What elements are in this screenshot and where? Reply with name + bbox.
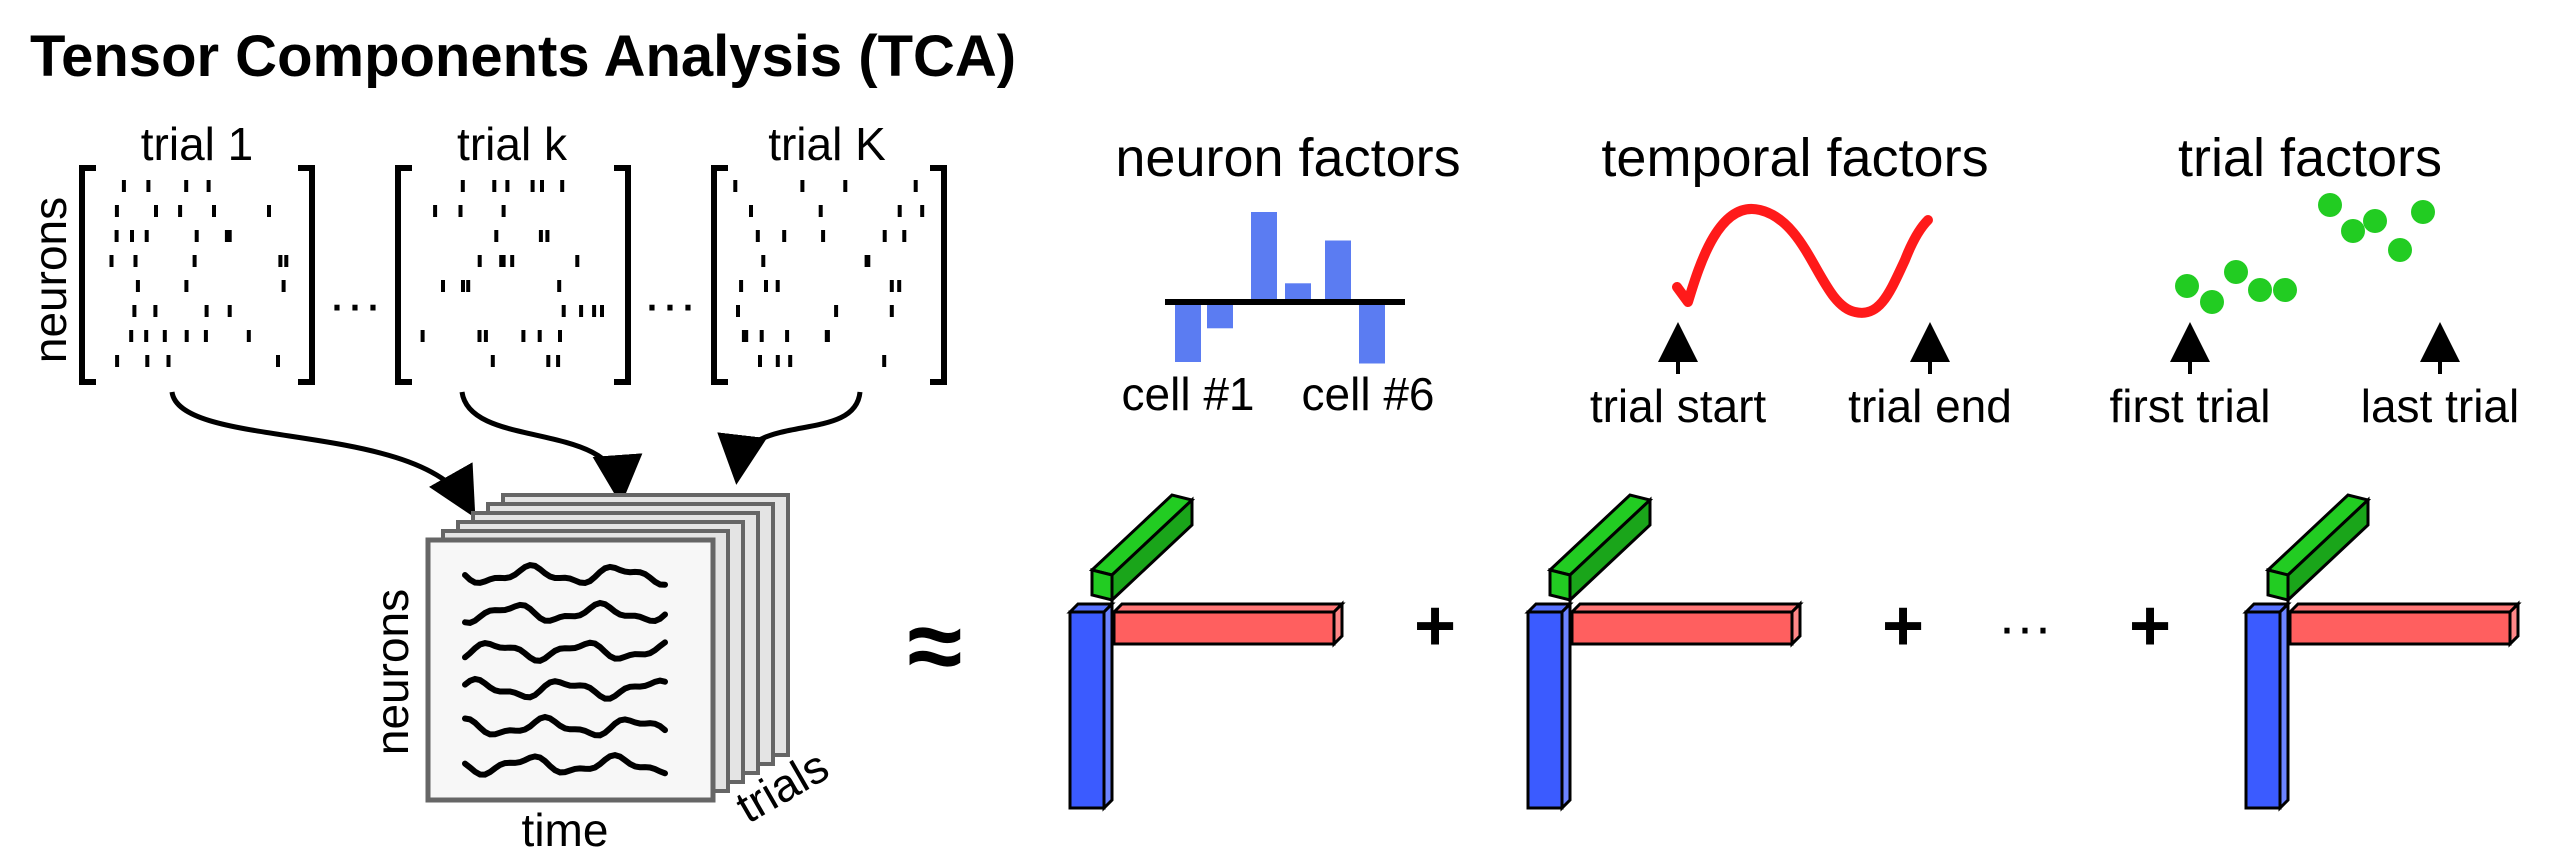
- left-bracket: [711, 165, 728, 385]
- trial-matrix-k: [395, 165, 631, 385]
- trial-factor-dot-4: [2248, 278, 2272, 302]
- neural-trace: [462, 675, 668, 702]
- neuron-factor-bar-front: [1068, 610, 1106, 810]
- neuron-factor-bar: [1524, 600, 1574, 812]
- temporal-factors-title: temporal factors: [1601, 128, 1988, 188]
- tensor-neural-traces: [462, 562, 668, 778]
- left-bracket: [395, 165, 412, 385]
- neuron-factor-bar: [2242, 600, 2292, 812]
- rank-one-component-3: [2242, 493, 2522, 812]
- trial-factor-dot-2: [2200, 290, 2224, 314]
- plus-sign-1: +: [1414, 586, 1456, 666]
- first-trial-label: first trial: [2110, 380, 2271, 432]
- trial-factor-bar-front: [1090, 568, 1114, 602]
- plus-sign-3: +: [2129, 586, 2171, 666]
- arrow-trial-k: [459, 391, 643, 505]
- page-title: Tensor Components Analysis (TCA): [30, 24, 1016, 89]
- trial-factor-bar: [1546, 493, 1654, 604]
- trials-ellipsis-1: ···: [328, 274, 382, 334]
- right-bracket: [298, 165, 315, 385]
- last-trial-label: last trial: [2361, 380, 2519, 432]
- neuron-factor-bar-front: [1526, 610, 1564, 810]
- trial-factor-bar: [1088, 493, 1196, 604]
- neural-trace: [462, 713, 668, 739]
- trial-factor-dot-1: [2175, 274, 2199, 298]
- temporal-factor-bar: [2286, 600, 2522, 648]
- neuron-factor-bar-3: [1251, 212, 1277, 302]
- arrow-trial-K: [717, 391, 863, 485]
- trial-start-label: trial start: [1590, 380, 1767, 432]
- neural-trace: [462, 599, 668, 626]
- trial-factors-panel: trial factors first trial last trial: [2110, 128, 2520, 432]
- right-bracket: [614, 165, 631, 385]
- trial-factor-dot-6: [2318, 193, 2342, 217]
- neuron-factor-bar-6: [1359, 302, 1385, 364]
- temporal-factor-bar-front: [2288, 610, 2512, 646]
- trials-ellipsis-2: ···: [643, 274, 697, 334]
- tensor-time-label: time: [522, 804, 609, 852]
- trial-factor-dot-7: [2341, 219, 2365, 243]
- temporal-factors-panel: temporal factors trial start trial end: [1590, 128, 2012, 432]
- neuron-factor-left-label: cell #1: [1122, 368, 1255, 420]
- right-bracket: [930, 165, 947, 385]
- trials-neurons-axis-label: neurons: [24, 197, 76, 363]
- data-tensor: neurons time trials: [366, 493, 837, 852]
- neuron-factor-right-label: cell #6: [1302, 368, 1435, 420]
- temporal-factor-bar: [1568, 600, 1804, 648]
- temporal-factor-bar: [1110, 600, 1346, 648]
- spike-raster: [109, 180, 925, 367]
- temporal-factor-bar-front: [1112, 610, 1336, 646]
- trial-factor-dot-5: [2273, 278, 2297, 302]
- trial-factor-dot-9: [2388, 238, 2412, 262]
- trial-factor-bar-front: [1548, 568, 1572, 602]
- trial-factor-bar: [2264, 493, 2372, 604]
- neural-trace: [462, 562, 668, 588]
- trial-to-tensor-arrows: [169, 391, 863, 519]
- trial-factor-dot-3: [2224, 260, 2248, 284]
- trial-label-K: trial K: [768, 118, 886, 170]
- neuron-factor-bar: [1066, 600, 1116, 812]
- trial-factor-dot-8: [2363, 209, 2387, 233]
- neuron-factor-bar-5: [1325, 240, 1351, 302]
- rank-one-components: [1066, 493, 2522, 812]
- components-ellipsis: ···: [1998, 597, 2052, 657]
- rank-one-component-1: [1066, 493, 1346, 812]
- trial-matrix-K: [711, 165, 947, 385]
- trial-factor-dot-10: [2411, 200, 2435, 224]
- temporal-factor-curve: [1672, 203, 1933, 318]
- trial-label-1: trial 1: [141, 118, 253, 170]
- left-bracket: [79, 165, 96, 385]
- neural-trace: [462, 751, 668, 778]
- trial-matrix-1: [79, 165, 315, 385]
- neuron-factors-panel: neuron factors cell #1 cell #6: [1115, 128, 1460, 420]
- tensor-neurons-label: neurons: [366, 589, 418, 755]
- neuron-factor-bar-4: [1285, 283, 1311, 303]
- approx-sign: ≈: [908, 590, 963, 702]
- neuron-factors-title: neuron factors: [1115, 128, 1460, 188]
- rank-one-component-2: [1524, 493, 1804, 812]
- neuron-factor-bars: [1175, 212, 1385, 364]
- neuron-factor-bar-front: [2244, 610, 2282, 810]
- temporal-factor-bar-front: [1570, 610, 1794, 646]
- arrow-trial-1: [169, 391, 476, 519]
- trial-label-k: trial k: [457, 118, 568, 170]
- trial-factors-title: trial factors: [2178, 128, 2442, 188]
- trial-factor-bar-front: [2266, 568, 2290, 602]
- trial-factor-dots: [2175, 193, 2435, 314]
- trial-end-label: trial end: [1848, 380, 2012, 432]
- neural-trace: [462, 639, 668, 664]
- plus-sign-2: +: [1882, 586, 1924, 666]
- neuron-factor-bar-2: [1207, 302, 1233, 329]
- trial-matrices: trial 1 trial k trial K neurons ··· ···: [24, 118, 947, 385]
- neuron-factor-bar-1: [1175, 302, 1201, 362]
